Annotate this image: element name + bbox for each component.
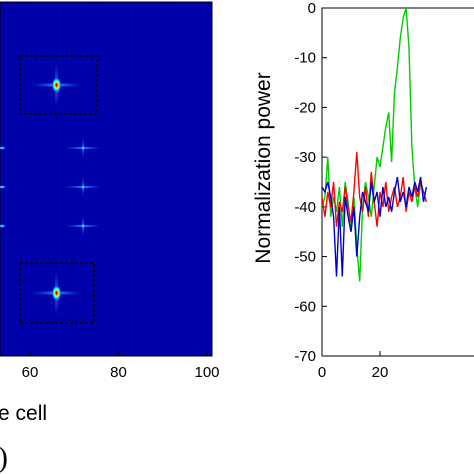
heatmap-roi-box-upper [19, 55, 98, 115]
heatmap-edge-spot [0, 146, 7, 150]
heatmap-spot [65, 177, 102, 197]
heatmap-roi-box-lower [19, 262, 95, 324]
heatmap-spots [30, 63, 102, 315]
heatmap-edge-spot [0, 224, 7, 228]
line-y-tick-label: -50 [294, 249, 316, 266]
line-x-tick-label: 20 [372, 364, 389, 381]
heatmap-spot [30, 271, 83, 315]
heatmap-spot [65, 216, 102, 236]
heatmap-panel: 60 80 100 e cell ) [0, 1, 220, 474]
heatmap-x-ticks: 60 80 100 [22, 351, 220, 381]
heatmap-x-tick-label: 100 [194, 364, 219, 381]
line-y-tick-label: -40 [294, 199, 316, 216]
line-panel: 0 -10 -20 -30 -40 -50 -60 -70 0 20 Normalization… [252, 0, 474, 381]
heatmap-edge-spot [0, 185, 7, 189]
heatmap-spot [65, 138, 102, 158]
line-y-label: Normalization power [252, 72, 275, 263]
spot-core [80, 184, 87, 190]
line-y-tick-label: -10 [294, 50, 316, 67]
line-y-tick-label: -20 [294, 99, 316, 116]
heatmap-spot [30, 63, 83, 107]
spot-core [51, 77, 62, 93]
heatmap-grid [0, 3, 211, 355]
heatmap-x-label: e cell [0, 402, 47, 425]
panel-letter: ) [0, 441, 8, 474]
line-series-0 [322, 8, 428, 282]
line-series-group [322, 8, 428, 282]
line-y-ticks: 0 -10 -20 -30 -40 -50 -60 -70 [294, 0, 327, 365]
spot-core [80, 223, 87, 229]
spot-core [80, 145, 87, 151]
line-y-tick-label: 0 [308, 0, 316, 17]
line-y-tick-label: -70 [294, 348, 316, 365]
line-series-2 [322, 176, 428, 277]
heatmap-x-tick-label: 60 [22, 364, 39, 381]
line-y-tick-label: -60 [294, 298, 316, 315]
heatmap-x-tick-label: 80 [110, 364, 127, 381]
line-x-ticks: 0 20 [318, 351, 389, 381]
line-x-tick-label: 0 [318, 364, 326, 381]
line-y-tick-label: -30 [294, 149, 316, 166]
spot-core [51, 285, 62, 301]
